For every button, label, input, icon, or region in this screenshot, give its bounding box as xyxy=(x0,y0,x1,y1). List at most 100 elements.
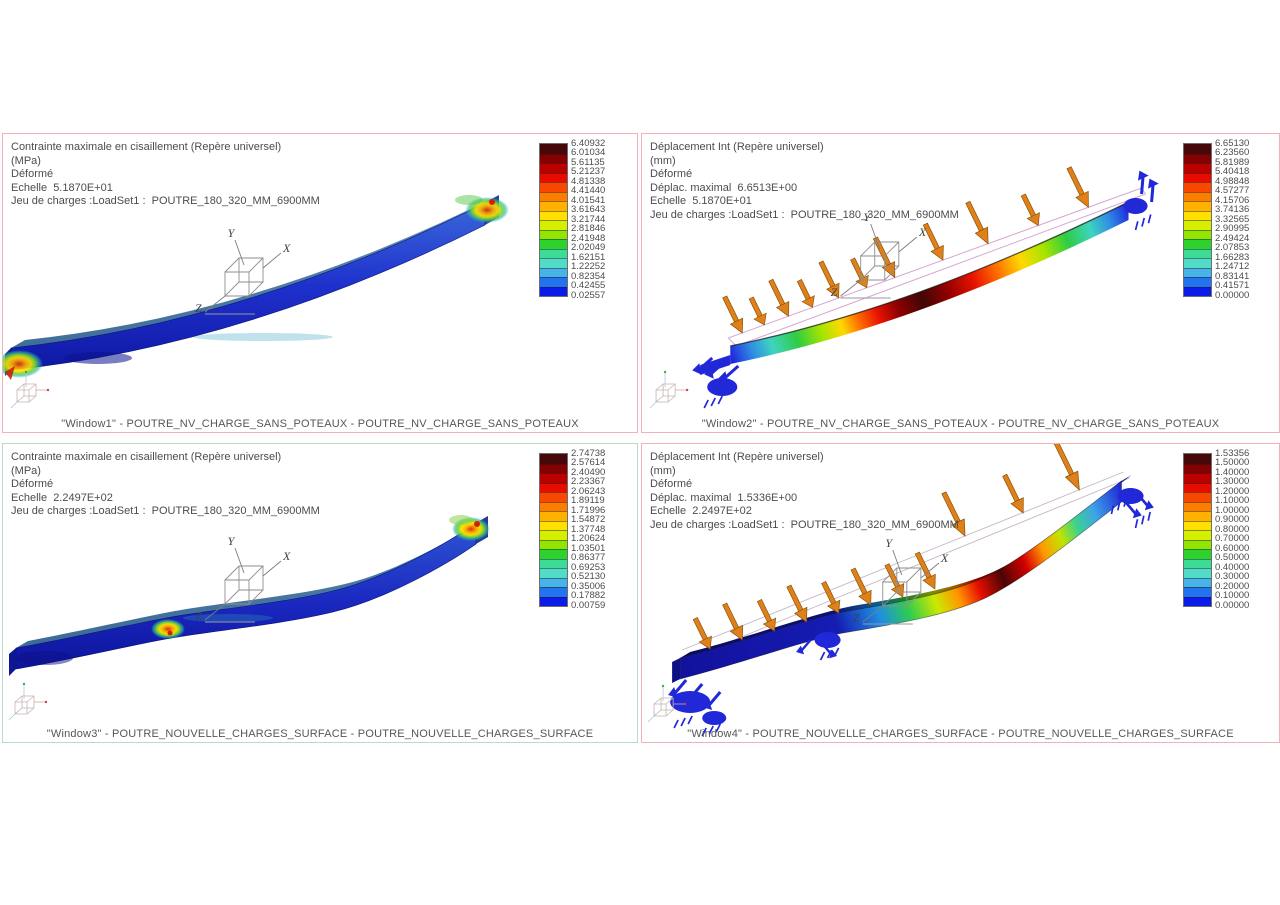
legend-value: 4.41440 xyxy=(571,185,606,196)
legend-value: 0.41571 xyxy=(1215,280,1250,291)
header-line: Déformé xyxy=(650,478,693,491)
legend-value: 2.23367 xyxy=(571,476,606,487)
legend-value: 0.70000 xyxy=(1215,533,1250,544)
beam-model xyxy=(672,475,1132,683)
legend-value: 0.83141 xyxy=(1215,270,1250,282)
legend-value: 3.32565 xyxy=(1215,213,1250,225)
model-viewport-window4[interactable] xyxy=(642,444,1279,742)
legend-value: 4.01541 xyxy=(571,194,606,206)
legend-band xyxy=(1184,248,1211,258)
legend-band xyxy=(1184,210,1211,220)
legend-band xyxy=(1184,153,1211,163)
beam-model xyxy=(3,195,509,380)
fringe-legend: 1.53356 1.50000 1.40000 1.30000 1.20000 1.100… xyxy=(1183,448,1277,615)
legend-band xyxy=(1184,587,1211,597)
legend-band xyxy=(540,267,567,277)
legend-band xyxy=(1184,492,1211,502)
header-line: Contrainte maximale en cisaillement (Rep… xyxy=(11,141,282,153)
legend-value: 1.89119 xyxy=(571,495,605,506)
header-line: Contrainte maximale en cisaillement (Rep… xyxy=(11,451,282,463)
model-viewport-window1[interactable] xyxy=(3,134,637,432)
legend-value: 6.65130 xyxy=(1215,137,1250,149)
legend-band xyxy=(1184,577,1211,587)
legend-band xyxy=(540,501,567,511)
legend-value: 0.80000 xyxy=(1215,523,1250,535)
header-line: Jeu de charges :LoadSet1 : POUTRE_180_32… xyxy=(650,518,959,531)
legend-value: 0.00000 xyxy=(1215,599,1250,611)
legend-value: 2.40490 xyxy=(571,466,606,478)
legend-band xyxy=(540,530,567,540)
legend-band xyxy=(540,511,567,521)
legend-band xyxy=(1184,191,1211,201)
legend-values: 6.65130 6.23560 5.81989 5.40418 4.98848 4.572… xyxy=(1215,138,1277,305)
legend-value: 0.69253 xyxy=(571,561,606,573)
legend-band xyxy=(540,210,567,220)
beam-model xyxy=(730,201,1129,364)
legend-value: 5.21237 xyxy=(571,166,606,177)
legend-band xyxy=(540,239,567,249)
legend-value: 0.50000 xyxy=(1215,552,1250,563)
orientation-triad-icon xyxy=(649,370,689,409)
legend-value: 5.61135 xyxy=(571,156,605,168)
legend-band xyxy=(540,286,567,296)
result-window-3[interactable]: Contrainte maximale en cisaillement (Rep… xyxy=(2,443,638,743)
beam-model xyxy=(9,515,490,676)
legend-value: 1.71996 xyxy=(571,504,606,516)
legend-band xyxy=(540,229,567,239)
header-line: Jeu de charges :LoadSet1 : POUTRE_180_32… xyxy=(11,195,320,208)
result-header: Déplacement Int (Repère universel) (mm) Dé… xyxy=(650,141,959,223)
legend-value: 0.60000 xyxy=(1215,542,1250,554)
legend-values: 2.74738 2.57614 2.40490 2.23367 2.06243 1.891… xyxy=(571,448,633,615)
header-line: Déformé xyxy=(11,168,54,181)
legend-band xyxy=(1184,511,1211,521)
legend-value: 2.02049 xyxy=(571,242,606,253)
result-window-1[interactable]: Contrainte maximale en cisaillement (Rep… xyxy=(2,133,638,433)
legend-value: 1.54872 xyxy=(571,514,606,525)
legend-band xyxy=(540,492,567,502)
constraint-symbols xyxy=(690,167,1166,409)
header-line: (MPa) xyxy=(11,464,41,477)
legend-values: 6.40932 6.01034 5.61135 5.21237 4.81338 4.414… xyxy=(571,138,633,305)
legend-band xyxy=(1184,473,1211,483)
legend-value: 0.17882 xyxy=(571,590,606,601)
legend-value: 0.00000 xyxy=(1215,289,1250,301)
legend-band xyxy=(540,172,567,182)
result-window-4[interactable]: Déplacement Int (Repère universel) (mm) Dé… xyxy=(641,443,1280,743)
legend-value: 0.42455 xyxy=(571,280,606,291)
header-line: Jeu de charges :LoadSet1 : POUTRE_180_32… xyxy=(11,505,320,518)
legend-value: 0.82354 xyxy=(571,270,606,282)
legend-band xyxy=(540,473,567,483)
legend-value: 0.30000 xyxy=(1215,571,1250,582)
result-window-2[interactable]: Déplacement Int (Repère universel) (mm) Dé… xyxy=(641,133,1280,433)
legend-band xyxy=(1184,182,1211,192)
legend-band xyxy=(540,568,567,578)
legend-value: 1.53356 xyxy=(1215,447,1250,459)
legend-value: 5.81989 xyxy=(1215,156,1250,168)
header-line: Déplacement Int (Repère universel) xyxy=(650,141,824,153)
legend-band xyxy=(1184,596,1211,606)
legend-value: 0.86377 xyxy=(571,552,606,563)
legend-value: 3.61643 xyxy=(571,204,606,215)
legend-band xyxy=(1184,277,1211,287)
orientation-triad-icon xyxy=(8,682,48,721)
legend-values: 1.53356 1.50000 1.40000 1.30000 1.20000 1.100… xyxy=(1215,448,1277,615)
legend-value: 0.02557 xyxy=(571,289,606,301)
header-line: Déplac. maximal 1.5336E+00 xyxy=(650,491,798,504)
legend-value: 1.62151 xyxy=(571,251,606,263)
header-line: Echelle 5.1870E+01 xyxy=(11,181,113,194)
legend-value: 1.03501 xyxy=(571,542,606,554)
model-viewport-window2[interactable] xyxy=(642,134,1279,432)
model-viewport-window3[interactable] xyxy=(3,444,637,742)
legend-value: 0.00759 xyxy=(571,599,606,611)
legend-band xyxy=(1184,229,1211,239)
legend-band xyxy=(540,191,567,201)
legend-band xyxy=(540,163,567,173)
legend-value: 5.40418 xyxy=(1215,166,1250,177)
header-line: (MPa) xyxy=(11,154,41,167)
header-line: Jeu de charges :LoadSet1 : POUTRE_180_32… xyxy=(650,208,959,221)
legend-value: 3.74136 xyxy=(1215,204,1250,215)
header-line: Déformé xyxy=(11,478,54,491)
legend-band xyxy=(1184,568,1211,578)
legend-value: 2.57614 xyxy=(571,457,606,468)
